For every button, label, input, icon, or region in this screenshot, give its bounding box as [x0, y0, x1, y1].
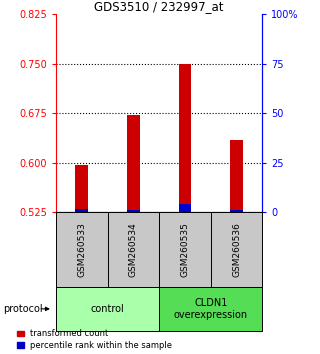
Bar [211, 212, 262, 287]
Bar [179, 64, 191, 212]
Bar [179, 205, 191, 212]
Text: GSM260535: GSM260535 [180, 222, 189, 277]
Bar [75, 165, 88, 212]
Bar [127, 210, 140, 212]
Bar [230, 210, 243, 212]
Bar [230, 140, 243, 212]
Text: GSM260536: GSM260536 [232, 222, 241, 277]
Text: GSM260534: GSM260534 [129, 222, 138, 277]
Legend: transformed count, percentile rank within the sample: transformed count, percentile rank withi… [17, 329, 172, 350]
Bar [127, 115, 140, 212]
Bar [159, 212, 211, 287]
Bar [75, 209, 88, 212]
Bar [159, 287, 262, 331]
Text: protocol: protocol [3, 304, 43, 314]
Title: GDS3510 / 232997_at: GDS3510 / 232997_at [94, 0, 224, 13]
Text: CLDN1
overexpression: CLDN1 overexpression [174, 298, 248, 320]
Text: control: control [91, 304, 124, 314]
Bar [56, 212, 108, 287]
Text: GSM260533: GSM260533 [77, 222, 86, 277]
Bar [56, 287, 159, 331]
Bar [108, 212, 159, 287]
